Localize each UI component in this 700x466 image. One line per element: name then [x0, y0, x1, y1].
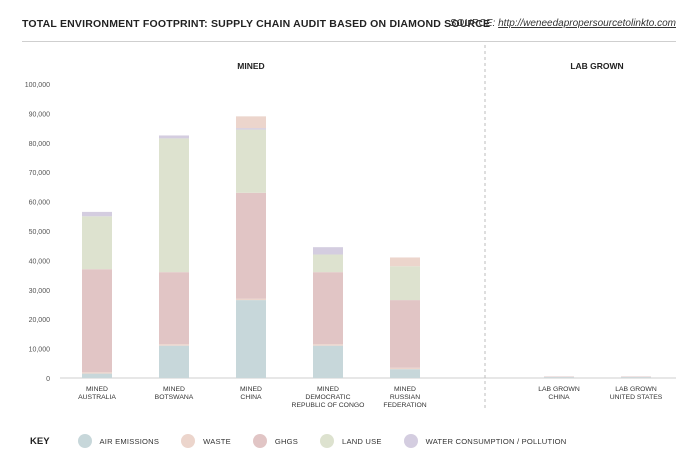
legend-swatch-air-emissions: [77, 434, 92, 448]
bar-segment: [544, 376, 574, 378]
bar-segment: [82, 372, 112, 374]
x-tick-label: LAB GROWN UNITED STATES: [610, 386, 663, 401]
x-tick-label: LAB GROWN CHINA: [538, 386, 580, 401]
y-tick-label: 10,000: [29, 347, 51, 354]
legend-swatch-ghgs: [252, 434, 267, 448]
source-link[interactable]: http://weneedapropersourcetolinkto.com: [498, 18, 676, 29]
bar-segment: [390, 300, 420, 368]
bar-segment: [621, 376, 651, 378]
legend-label-air-emissions: AIR EMISSIONS: [99, 436, 160, 446]
legend-label-ghgs: GHGS: [274, 436, 299, 446]
header-divider: [22, 41, 676, 42]
bar-segment: [236, 116, 266, 129]
bar-segment: [159, 345, 189, 378]
bar-segment: [313, 247, 343, 255]
bar-segment: [236, 128, 266, 130]
y-tick-label: 60,000: [29, 200, 51, 207]
legend-swatch-land-use: [320, 434, 335, 448]
bar-segment: [159, 344, 189, 346]
y-tick-label: 90,000: [29, 111, 51, 118]
bar-segment: [313, 344, 343, 346]
legend-swatch-waste: [181, 434, 196, 448]
bar-segment: [313, 254, 343, 273]
chart-title: TOTAL ENVIRONMENT FOOTPRINT: SUPPLY CHAI…: [22, 18, 491, 30]
bar-segment: [313, 272, 343, 345]
stacked-bar-chart: 0 10,000 20,000 30,000 40,000 50,000 60,000 70,…: [25, 45, 676, 409]
legend-swatch-water: [403, 434, 418, 448]
y-tick-label: 40,000: [29, 258, 51, 265]
x-tick-label: MINED DEMOCRATIC REPUBLIC OF CONGO: [292, 386, 365, 409]
y-tick-label: 50,000: [29, 229, 51, 236]
bar-segment: [390, 266, 420, 301]
legend: KEY AIR EMISSIONS WASTE GHGS LAND USE WA…: [30, 432, 588, 450]
y-tick-label: 20,000: [29, 317, 51, 324]
bar-segment: [82, 211, 112, 217]
y-tick-label: 0: [46, 376, 50, 383]
bar-segment: [82, 373, 112, 378]
bar-segment: [236, 129, 266, 193]
bar-segment: [621, 377, 651, 378]
bar-segment: [236, 192, 266, 299]
x-tick-label: MINED CHINA: [240, 386, 262, 401]
bar-segment: [236, 300, 266, 378]
legend-label-waste: WASTE: [203, 436, 231, 446]
x-tick-label: MINED BOTSWANA: [155, 386, 194, 401]
x-tick-label: MINED RUSSIAN FEDERATION: [383, 386, 426, 409]
legend-item-waste: WASTE: [181, 434, 231, 448]
legend-item-water: WATER CONSUMPTION / POLLUTION: [403, 434, 567, 448]
bar-segment: [82, 269, 112, 373]
y-tick-label: 100,000: [25, 82, 50, 89]
legend-item-ghgs: GHGS: [252, 434, 299, 448]
y-tick-label: 80,000: [29, 141, 51, 148]
legend-title: KEY: [30, 435, 50, 447]
bar-segment: [390, 369, 420, 378]
bar-segment: [159, 138, 189, 273]
bar-segment: [159, 272, 189, 345]
group-label: MINED: [237, 61, 264, 71]
group-label: LAB GROWN: [570, 61, 623, 71]
bar-segment: [236, 298, 266, 301]
y-tick-label: 30,000: [29, 288, 51, 295]
x-tick-label: MINED AUSTRALIA: [78, 386, 116, 401]
legend-label-land-use: LAND USE: [342, 436, 382, 446]
bar-segment: [82, 216, 112, 270]
bar-segment: [390, 367, 420, 370]
y-tick-label: 70,000: [29, 170, 51, 177]
legend-item-land-use: LAND USE: [320, 434, 382, 448]
legend-label-water: WATER CONSUMPTION / POLLUTION: [425, 436, 567, 446]
bar-segment: [159, 135, 189, 139]
legend-item-air-emissions: AIR EMISSIONS: [77, 434, 160, 448]
source-label: SOURCE:: [449, 18, 496, 29]
bar-segment: [390, 257, 420, 267]
bar-segment: [313, 345, 343, 378]
bar-segment: [544, 377, 574, 378]
source-note: SOURCE: http://weneedapropersourcetolink…: [450, 18, 676, 29]
